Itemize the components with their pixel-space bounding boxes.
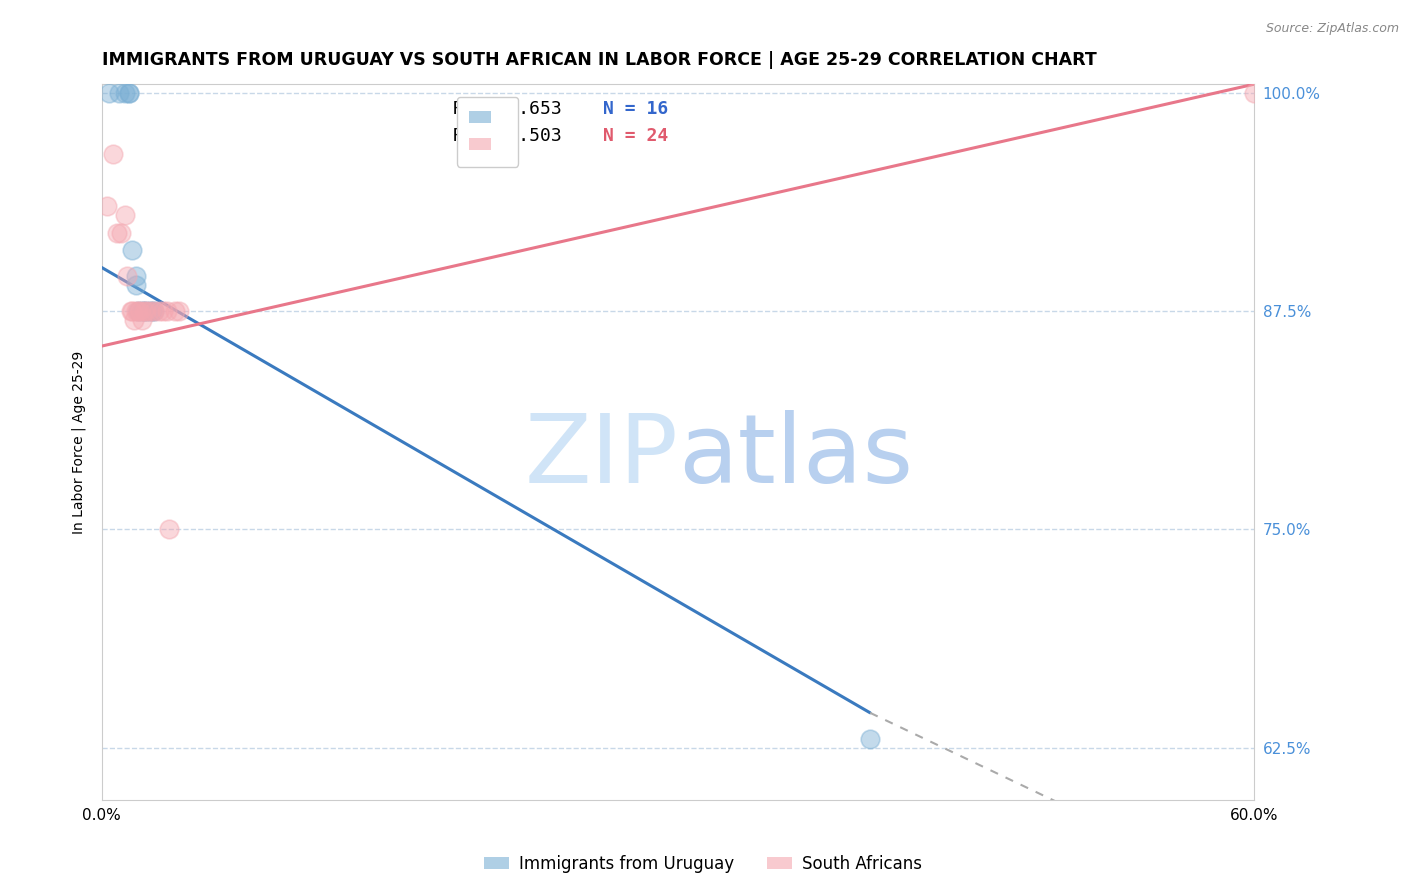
Point (115, 269, 138, 284)
Point (125, 269, 148, 284)
Point (108, 86, 131, 100)
Point (859, 732, 882, 747)
Point (117, 86, 139, 100)
Text: IMMIGRANTS FROM URUGUAY VS SOUTH AFRICAN IN LABOR FORCE | AGE 25-29 CORRELATION : IMMIGRANTS FROM URUGUAY VS SOUTH AFRICAN… (101, 51, 1097, 69)
Point (132, 304, 155, 318)
Text: Source: ZipAtlas.com: Source: ZipAtlas.com (1265, 22, 1399, 36)
Text: ZIP: ZIP (524, 410, 678, 503)
Text: N = 24: N = 24 (603, 128, 668, 145)
Point (98, 86, 121, 100)
Point (157, 523, 180, 537)
Legend: Immigrants from Uruguay, South Africans: Immigrants from Uruguay, South Africans (477, 848, 929, 880)
Point (117, 86, 139, 100)
Point (127, 304, 149, 318)
Point (114, 208, 136, 222)
Point (139, 304, 162, 318)
Point (121, 243, 143, 257)
Point (163, 304, 186, 318)
Point (142, 304, 165, 318)
Point (114, 86, 136, 100)
Text: N = 16: N = 16 (603, 100, 668, 119)
Text: R = -0.653: R = -0.653 (453, 100, 562, 119)
Point (135, 304, 157, 318)
Point (132, 304, 155, 318)
Point (121, 304, 143, 318)
Point (120, 304, 142, 318)
Point (124, 313, 146, 327)
Point (139, 304, 162, 318)
Point (131, 313, 153, 327)
Point (1243, 86, 1265, 100)
Point (142, 304, 165, 318)
Point (141, 304, 163, 318)
Point (125, 277, 148, 292)
Point (148, 304, 170, 318)
Point (135, 304, 157, 318)
Point (156, 304, 179, 318)
Point (127, 304, 149, 318)
Point (152, 304, 174, 318)
Point (167, 304, 190, 318)
Point (96, 199, 118, 213)
Y-axis label: In Labor Force | Age 25-29: In Labor Force | Age 25-29 (72, 351, 86, 533)
Point (125, 304, 148, 318)
Legend:  ,  : , (457, 96, 519, 167)
Point (129, 304, 152, 318)
Point (103, 147, 125, 161)
Point (110, 226, 132, 240)
Point (131, 304, 153, 318)
Text: atlas: atlas (678, 410, 912, 503)
Point (105, 226, 128, 240)
Text: R =  0.503: R = 0.503 (453, 128, 562, 145)
